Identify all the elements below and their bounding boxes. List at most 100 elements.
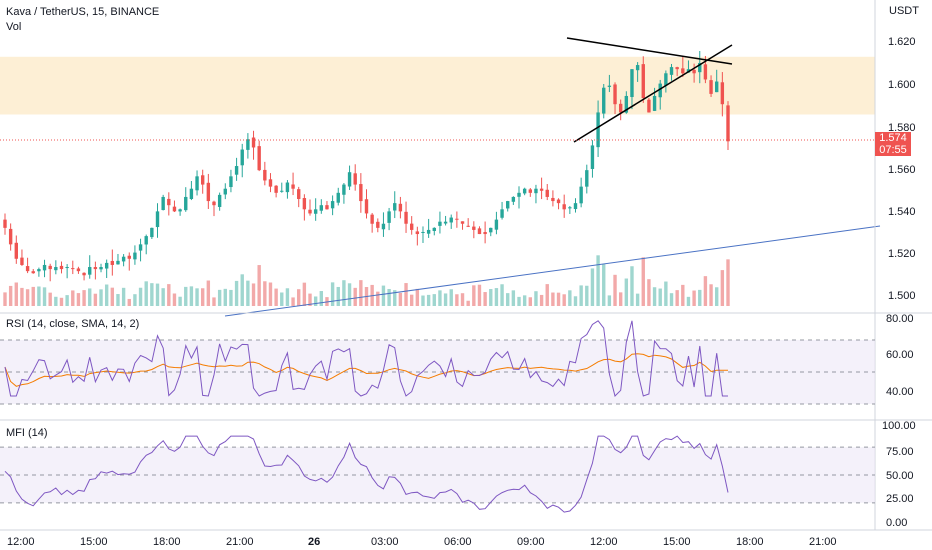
- candle-body: [483, 232, 487, 235]
- volume-bar: [590, 268, 595, 306]
- volume-bar: [133, 294, 137, 306]
- volume-bar: [647, 279, 651, 306]
- volume-bar: [167, 284, 171, 306]
- rsi-legend[interactable]: RSI (14, close, SMA, 14, 2): [6, 318, 140, 330]
- candle-body: [251, 137, 256, 148]
- volume-bar: [155, 283, 160, 306]
- candle-body: [421, 231, 425, 233]
- volume-bar: [291, 297, 295, 306]
- candle-body: [460, 221, 465, 224]
- volume-bar: [466, 300, 470, 306]
- candle-body: [432, 227, 436, 231]
- candle-body: [613, 84, 617, 105]
- volume-bar: [76, 293, 81, 306]
- volume-bar: [376, 291, 380, 306]
- candle-body: [257, 146, 261, 171]
- volume-bar: [432, 294, 436, 306]
- mfi-tick-100: 100.00: [882, 420, 916, 432]
- time-tick-2100b: 21:00: [809, 536, 837, 548]
- triangle-lower-line[interactable]: [573, 44, 733, 143]
- volume-bar: [534, 291, 538, 306]
- candles: [3, 51, 730, 282]
- candle-body: [426, 229, 431, 234]
- volume-bar: [522, 295, 527, 306]
- candle-body: [42, 264, 47, 271]
- volume-bar: [121, 287, 126, 306]
- candle-body: [522, 188, 527, 194]
- candle-body: [443, 221, 448, 224]
- mfi-tick-50: 50.00: [886, 470, 914, 482]
- ascending-trendline[interactable]: [224, 225, 881, 317]
- candle-body: [698, 62, 702, 73]
- volume-bar: [217, 289, 222, 306]
- volume-bar: [415, 288, 420, 306]
- volume-bar: [110, 287, 115, 306]
- triangle-upper-line[interactable]: [566, 37, 733, 65]
- candle-body: [201, 175, 205, 185]
- volume-bar: [184, 286, 188, 306]
- candle-body: [31, 271, 35, 274]
- candle-body: [178, 209, 182, 212]
- volume-bar: [127, 298, 131, 306]
- candle-body: [20, 257, 24, 265]
- price-axis-currency: USDT: [889, 5, 919, 17]
- candle-body: [585, 170, 589, 187]
- candle-body: [65, 267, 69, 269]
- candle-body: [715, 81, 719, 93]
- candle-body: [573, 203, 578, 210]
- candle-body: [25, 266, 30, 272]
- candle-body: [579, 186, 583, 204]
- volume-bar: [596, 255, 600, 306]
- candle-body: [528, 189, 532, 193]
- mfi-tick-25: 25.00: [886, 493, 914, 505]
- volume-bar: [195, 288, 199, 306]
- candle-body: [3, 219, 7, 228]
- candle-body: [359, 184, 363, 202]
- candle-body: [240, 149, 244, 166]
- volume-bar: [511, 290, 516, 306]
- candle-body: [280, 190, 284, 192]
- candle-body: [161, 196, 165, 211]
- time-tick-1500: 15:00: [80, 536, 108, 548]
- candle-body: [150, 227, 154, 238]
- volume-bar: [3, 292, 7, 306]
- symbol-legend[interactable]: Kava / TetherUS, 15, BINANCE: [6, 6, 160, 18]
- candle-body: [624, 95, 629, 113]
- volume-bar: [545, 284, 549, 306]
- mfi-legend[interactable]: MFI (14): [6, 427, 48, 439]
- volume-bar: [150, 283, 154, 306]
- candle-body: [602, 87, 606, 114]
- volume-bar: [99, 289, 103, 306]
- volume-bar: [353, 287, 357, 306]
- candle-body: [319, 205, 324, 211]
- candle-body: [342, 184, 346, 195]
- volume-bar: [161, 288, 165, 306]
- candle-body: [477, 228, 482, 235]
- volume-bar: [308, 293, 312, 306]
- volume-legend[interactable]: Vol: [6, 21, 22, 33]
- candle-body: [325, 205, 329, 210]
- candle-body: [409, 223, 414, 230]
- candle-body: [189, 188, 194, 200]
- volume-bar: [443, 293, 448, 306]
- candle-body: [539, 188, 544, 191]
- candle-body: [285, 182, 290, 193]
- candle-body: [545, 189, 549, 197]
- volume-bar: [42, 287, 47, 306]
- volume-bar: [421, 295, 425, 306]
- candle-body: [59, 265, 64, 270]
- candle-body: [76, 268, 81, 272]
- volume-bar: [229, 289, 233, 306]
- volume-bar: [280, 292, 284, 306]
- volume-bar: [25, 289, 30, 306]
- volume-bar: [641, 257, 645, 306]
- volume-bar: [387, 288, 391, 306]
- volume-bar: [178, 296, 182, 306]
- candle-body: [551, 197, 555, 202]
- volume-bar: [82, 290, 86, 306]
- volume-bar: [404, 283, 408, 306]
- candle-body: [195, 176, 199, 191]
- volume-bars: [3, 255, 730, 306]
